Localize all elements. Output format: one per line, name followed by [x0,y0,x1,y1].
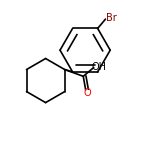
Text: OH: OH [92,62,107,72]
Text: O: O [83,88,91,97]
Text: Br: Br [106,13,117,23]
